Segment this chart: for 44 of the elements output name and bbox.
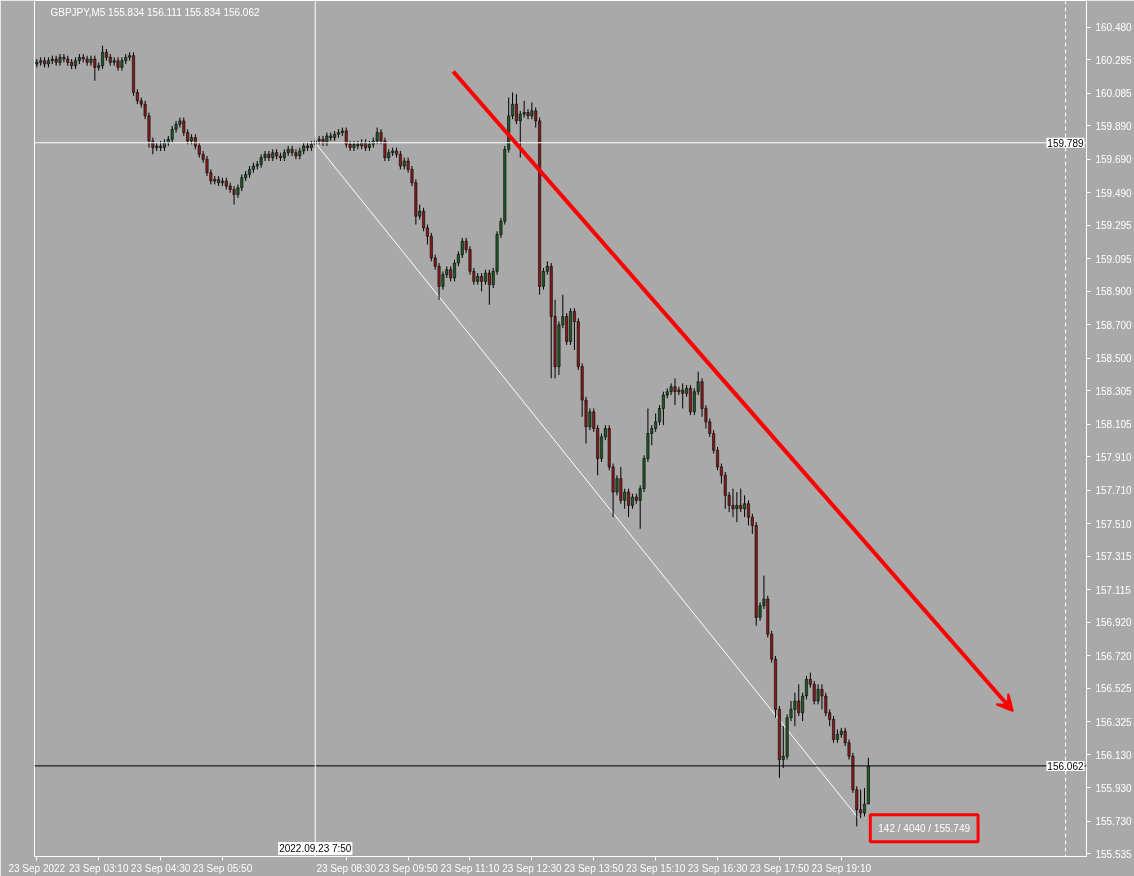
y-tick-label: 157.910	[1095, 451, 1133, 463]
y-tick-label: 156.720	[1095, 650, 1133, 662]
x-tick-label: 23 Sep 17:50	[749, 862, 810, 874]
y-tick-label: 159.295	[1095, 220, 1133, 232]
y-tick-label: 160.285	[1095, 54, 1133, 66]
y-tick-label: 156.920	[1095, 617, 1133, 629]
x-tick-label: 23 Sep 04:30	[130, 862, 191, 874]
x-tick-label: 23 Sep 13:50	[564, 862, 624, 874]
y-tick-label: 160.480	[1095, 22, 1133, 34]
x-tick-label: 23 Sep 11:10	[440, 862, 500, 874]
x-tick-label: 23 Sep 05:50	[192, 862, 253, 874]
y-tick-label: 155.535	[1095, 848, 1133, 860]
y-tick-label: 159.095	[1095, 253, 1133, 265]
ref-line-label: 159.789	[1047, 137, 1084, 149]
ref-line-label: 156.062	[1047, 760, 1084, 772]
x-tick-label: 23 Sep 2022	[8, 862, 66, 874]
x-tick-label: 23 Sep 12:30	[502, 862, 563, 874]
y-tick-label: 156.525	[1095, 683, 1133, 695]
y-tick-label: 156.130	[1095, 749, 1133, 761]
y-tick-label: 156.325	[1095, 716, 1133, 728]
x-tick-label: 23 Sep 16:30	[687, 862, 748, 874]
y-tick-label: 158.700	[1095, 319, 1133, 331]
y-tick-label: 158.900	[1095, 286, 1133, 298]
annotation: 142 / 4040 / 155.749	[878, 822, 971, 834]
y-tick-label: 158.305	[1095, 385, 1133, 397]
y-tick-label: 157.115	[1095, 584, 1132, 596]
y-tick-label: 158.500	[1095, 353, 1133, 365]
y-tick-label: 158.105	[1095, 419, 1133, 431]
x-tick-label: 23 Sep 19:10	[811, 862, 872, 874]
y-tick-label: 159.890	[1095, 120, 1133, 132]
ref-line-label: 2022.09.23 7:50	[279, 843, 352, 854]
y-tick-label: 160.085	[1095, 88, 1133, 100]
y-tick-label: 157.315	[1095, 551, 1133, 563]
y-tick-label: 155.930	[1095, 782, 1133, 794]
x-tick-label: 23 Sep 03:10	[68, 862, 129, 874]
y-tick-label: 157.710	[1095, 485, 1133, 497]
y-tick-label: 159.690	[1095, 154, 1133, 166]
x-tick-label: 23 Sep 09:50	[378, 862, 439, 874]
text: GBPJPY,M5 155.834 156.111 155.834 156.062	[50, 7, 260, 18]
y-tick-label: 157.510	[1095, 518, 1133, 530]
y-tick-label: 155.730	[1095, 816, 1133, 828]
x-tick-label: 23 Sep 08:30	[316, 862, 377, 874]
x-tick-label: 23 Sep 15:10	[625, 862, 686, 874]
y-tick-label: 159.490	[1095, 187, 1133, 199]
